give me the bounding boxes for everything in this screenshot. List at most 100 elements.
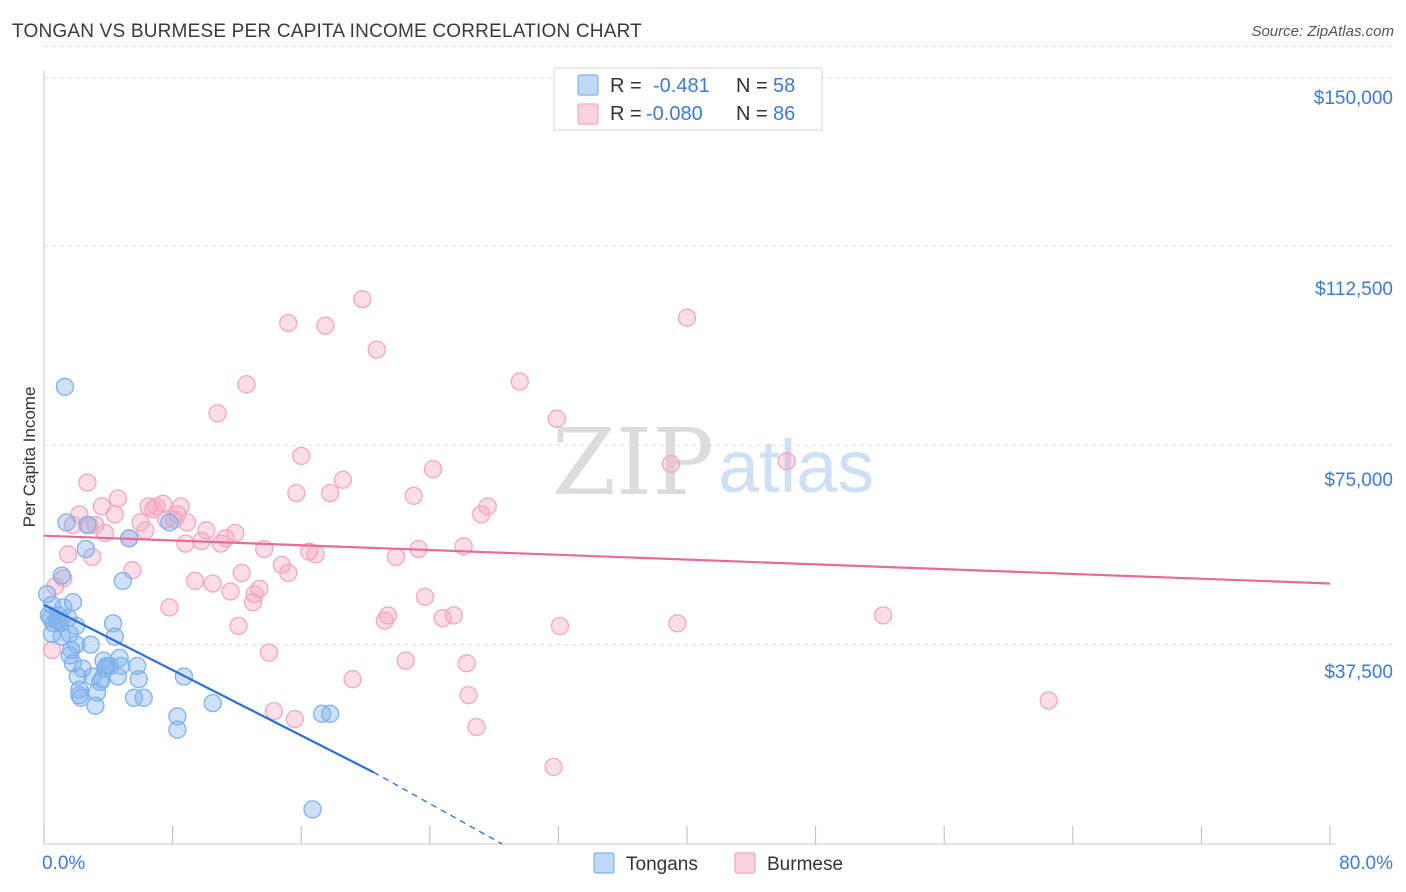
- point-tongans: [81, 635, 100, 654]
- y-tick-label: $112,500: [1315, 279, 1393, 300]
- point-burmese: [333, 470, 353, 489]
- legend-n-label: N =: [736, 75, 768, 97]
- point-burmese: [1039, 691, 1058, 710]
- point-tongans: [95, 659, 115, 678]
- point-burmese: [459, 685, 478, 705]
- bottom-legend: Tongans Burmese: [593, 852, 843, 875]
- point-tongans: [38, 584, 57, 604]
- point-tongans: [203, 693, 222, 713]
- point-burmese: [259, 643, 279, 662]
- y-tick-labels: $150,000 $112,500 $75,000 $37,500: [1314, 88, 1393, 683]
- point-burmese: [264, 701, 284, 721]
- point-burmese: [668, 614, 687, 633]
- trend-line-tongans: [43, 603, 375, 774]
- point-tongans: [52, 566, 71, 585]
- point-burmese: [108, 489, 128, 508]
- point-burmese: [677, 308, 697, 327]
- x-min-label: 0.0%: [42, 853, 85, 874]
- legend-n-value: 58: [773, 75, 795, 97]
- legend-r-label: R =: [610, 103, 642, 125]
- y-tick-label: $75,000: [1324, 470, 1393, 491]
- y-axis-label: Per Capita Income: [20, 387, 39, 528]
- point-burmese: [375, 611, 394, 630]
- point-burmese: [105, 505, 124, 524]
- point-tongans: [70, 680, 89, 699]
- point-tongans: [67, 635, 86, 654]
- x-max-label: 80.0%: [1339, 853, 1393, 874]
- bottom-legend-swatch-tongans: [593, 852, 615, 874]
- point-burmese: [136, 521, 155, 540]
- x-ticks: [43, 826, 1331, 844]
- point-burmese: [226, 523, 245, 543]
- point-burmese: [221, 582, 240, 601]
- y-tick-label: $150,000: [1314, 88, 1393, 109]
- point-burmese: [177, 513, 197, 532]
- point-tongans: [124, 688, 144, 707]
- point-burmese: [873, 606, 893, 625]
- legend-swatch-burmese: [577, 103, 599, 125]
- point-tongans: [303, 800, 322, 819]
- point-burmese: [547, 409, 566, 428]
- legend-r-value: -0.080: [646, 103, 703, 125]
- y-tick-label: $37,500: [1324, 662, 1393, 683]
- point-burmese: [203, 574, 222, 593]
- point-tongans: [62, 640, 81, 660]
- point-burmese: [153, 494, 173, 513]
- point-tongans: [76, 539, 95, 559]
- point-tongans: [57, 513, 76, 532]
- point-burmese: [378, 606, 398, 625]
- point-tongans: [112, 656, 131, 676]
- point-burmese: [279, 313, 298, 333]
- point-burmese: [176, 534, 195, 553]
- point-burmese: [250, 579, 269, 598]
- legend-r-value: -0.481: [653, 75, 710, 97]
- legend-n-value: 86: [773, 103, 795, 125]
- trend-lines: [43, 534, 1331, 845]
- point-burmese: [316, 316, 335, 335]
- point-tongans: [103, 614, 123, 633]
- point-burmese: [415, 587, 435, 606]
- point-tongans: [55, 377, 75, 396]
- trend-line-tongans-extension: [373, 771, 503, 845]
- point-tongans: [63, 592, 83, 612]
- point-burmese: [404, 486, 423, 505]
- point-burmese: [457, 654, 476, 673]
- point-burmese: [208, 404, 227, 423]
- point-burmese: [144, 499, 163, 519]
- point-tongans: [320, 704, 340, 723]
- point-burmese: [292, 446, 311, 466]
- point-burmese: [353, 289, 372, 309]
- point-burmese: [160, 598, 179, 617]
- point-burmese: [285, 709, 304, 729]
- source-label: Source: ZipAtlas.com: [1251, 23, 1394, 40]
- point-tongans: [168, 720, 187, 739]
- point-burmese: [550, 616, 570, 636]
- bottom-legend-swatch-burmese: [734, 852, 756, 874]
- point-burmese: [171, 497, 190, 516]
- point-burmese: [433, 608, 452, 628]
- legend-swatch-tongans: [577, 74, 599, 96]
- point-tongans: [129, 670, 148, 689]
- point-burmese: [42, 640, 62, 660]
- point-burmese: [510, 372, 529, 391]
- point-burmese: [343, 670, 362, 689]
- point-burmese: [185, 571, 205, 591]
- chart-title: TONGAN VS BURMESE PER CAPITA INCOME CORR…: [12, 21, 642, 42]
- point-burmese: [777, 452, 796, 471]
- point-tongans: [41, 608, 60, 628]
- point-burmese: [478, 497, 497, 516]
- point-burmese: [544, 757, 563, 777]
- point-burmese: [58, 545, 78, 564]
- point-burmese: [287, 483, 306, 503]
- point-tongans: [52, 627, 71, 646]
- watermark-atlas: atlas: [718, 425, 874, 508]
- point-burmese: [661, 454, 681, 474]
- point-burmese: [396, 651, 415, 670]
- grid: [44, 46, 1394, 646]
- point-burmese: [320, 483, 340, 503]
- point-tongans: [160, 513, 179, 532]
- point-tongans: [86, 696, 105, 715]
- legend-n-label: N =: [736, 103, 768, 125]
- series-burmese: [42, 289, 1058, 777]
